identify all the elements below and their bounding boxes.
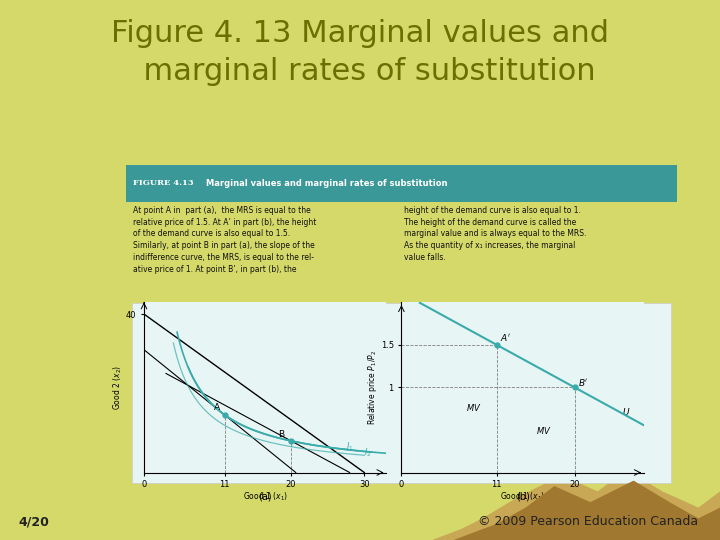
Text: Marginal values and marginal rates of substitution: Marginal values and marginal rates of su… <box>206 179 447 188</box>
Text: $A'$: $A'$ <box>500 333 511 343</box>
Y-axis label: Good 2 ($x_2$): Good 2 ($x_2$) <box>112 364 125 410</box>
Text: B: B <box>278 430 284 439</box>
X-axis label: Good 1 ($x_1$): Good 1 ($x_1$) <box>243 490 288 503</box>
Text: marginal rates of substitution: marginal rates of substitution <box>124 57 596 86</box>
Text: (a): (a) <box>258 492 272 502</box>
Text: FIGURE 4.13: FIGURE 4.13 <box>132 179 193 187</box>
Text: At point A in  part (a),  the MRS is equal to the
relative price of 1.5. At A’ i: At point A in part (a), the MRS is equal… <box>132 206 316 274</box>
Text: $MV$: $MV$ <box>536 425 551 436</box>
Text: $B'$: $B'$ <box>578 377 588 388</box>
Text: Figure 4. 13 Marginal values and: Figure 4. 13 Marginal values and <box>111 19 609 48</box>
Text: © 2009 Pearson Education Canada: © 2009 Pearson Education Canada <box>478 515 698 528</box>
Text: 4/20: 4/20 <box>18 515 49 528</box>
Y-axis label: Relative price $P_1/P_2$: Relative price $P_1/P_2$ <box>366 350 379 425</box>
Text: A: A <box>214 403 220 413</box>
Text: $U$: $U$ <box>622 406 631 416</box>
Text: (b): (b) <box>516 492 529 502</box>
Text: $I_2$: $I_2$ <box>364 447 372 460</box>
X-axis label: Good 1 ($x_1$): Good 1 ($x_1$) <box>500 490 545 503</box>
Bar <box>126 165 677 201</box>
Text: $I_1$: $I_1$ <box>346 441 354 453</box>
Bar <box>132 303 671 483</box>
Text: height of the demand curve is also equal to 1.
The height of the demand curve is: height of the demand curve is also equal… <box>404 206 587 262</box>
Text: $MV$: $MV$ <box>467 402 482 413</box>
